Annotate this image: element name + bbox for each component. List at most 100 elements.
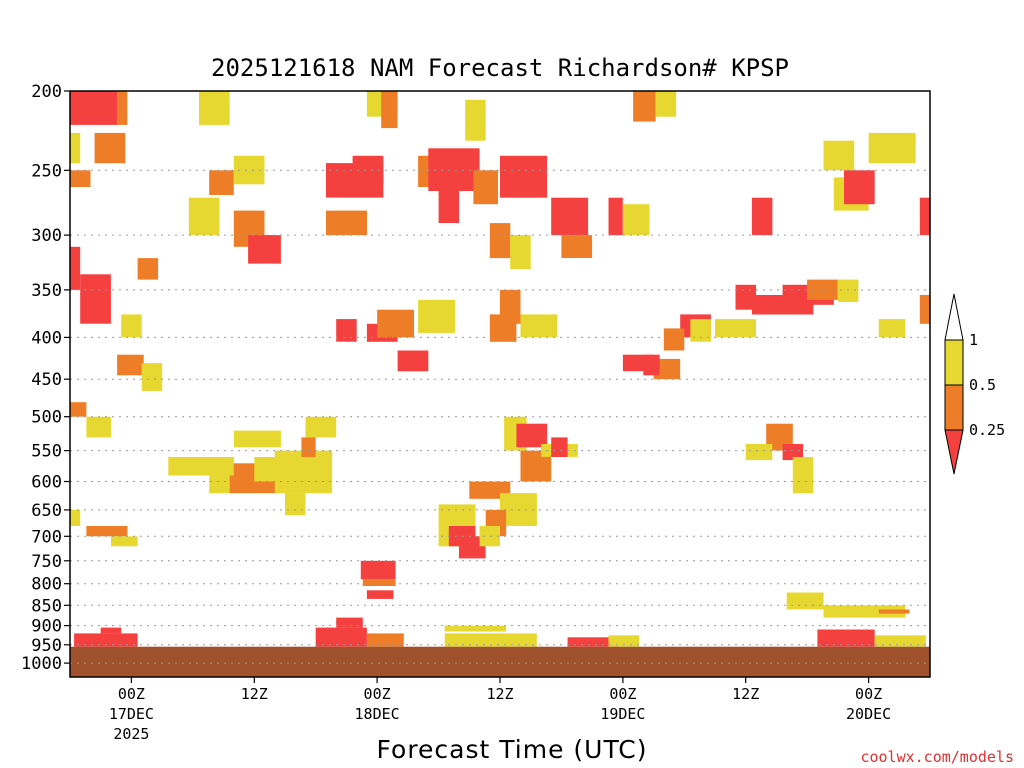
x-tick-date-48: 18DEC bbox=[355, 705, 400, 723]
ri-cell-low bbox=[438, 191, 460, 223]
ri-cell-low bbox=[74, 633, 138, 647]
ri-cell-high bbox=[70, 509, 81, 526]
ri-cell-mid bbox=[301, 437, 316, 457]
x-tick-label-72: 00Z bbox=[609, 685, 636, 703]
ri-cell-low bbox=[315, 627, 367, 647]
ri-cell-high bbox=[305, 416, 337, 438]
ri-cell-low bbox=[459, 536, 486, 559]
y-axis-ticks: 200 250 300 350 400 450 500 550 600 650 700 750 8008… bbox=[21, 82, 70, 674]
ri-cell-high bbox=[837, 279, 859, 302]
y-tick-label-950: 950 bbox=[31, 636, 62, 656]
ri-cell-mid bbox=[381, 91, 398, 129]
ri-cell-mid bbox=[377, 309, 414, 338]
ri-cell-low bbox=[782, 444, 804, 461]
ri-cell-low bbox=[70, 91, 118, 125]
ri-cell-mid bbox=[663, 328, 685, 351]
ri-cell-low bbox=[919, 197, 930, 236]
x-tick-date-24: 17DEC bbox=[109, 705, 154, 723]
x-tick-label-48: 00Z bbox=[364, 685, 391, 703]
ri-cell-high bbox=[520, 314, 558, 338]
ri-cell-mid bbox=[362, 579, 396, 586]
ri-cell-low bbox=[248, 235, 281, 264]
ri-cell-high bbox=[274, 450, 333, 494]
y-tick-label-850: 850 bbox=[31, 596, 62, 616]
ri-cell-high bbox=[168, 457, 234, 476]
y-tick-label-600: 600 bbox=[31, 473, 62, 493]
y-tick-label-700: 700 bbox=[31, 527, 62, 547]
ri-cell-high bbox=[285, 493, 306, 516]
ri-cell-mid bbox=[117, 354, 144, 376]
y-tick-label-350: 350 bbox=[31, 281, 62, 301]
ri-cell-low bbox=[366, 590, 394, 599]
ri-cell-high bbox=[655, 91, 677, 117]
ri-cell-high bbox=[874, 635, 926, 647]
ri-cell-high bbox=[70, 132, 81, 164]
ri-cell-high bbox=[715, 319, 756, 338]
x-tick-date-96: 20DEC bbox=[846, 705, 891, 723]
y-tick-label-450: 450 bbox=[31, 370, 62, 390]
x-tick-label-24: 00Z bbox=[118, 685, 145, 703]
ri-cell-mid bbox=[489, 223, 511, 259]
ri-cell-high bbox=[786, 592, 824, 610]
legend-cap-bottom bbox=[944, 429, 964, 475]
ri-cell-mid bbox=[326, 210, 367, 236]
ri-cell-mid bbox=[807, 279, 838, 300]
credit-text[interactable]: coolwx.com/models bbox=[860, 748, 1014, 766]
ri-cell-low bbox=[643, 354, 660, 376]
x-axis-ticks: 00Z 17DEC 2025 12Z 00Z 18DEC 12Z 00Z 19DEC 12Z 00Z… bbox=[109, 677, 891, 743]
legend-label-0: 1 bbox=[969, 331, 978, 349]
ri-cell-low bbox=[80, 274, 111, 324]
ri-cell-high bbox=[510, 235, 531, 269]
x-tick-label-84: 12Z bbox=[732, 685, 759, 703]
x-tick-label-60: 12Z bbox=[486, 685, 513, 703]
ri-cell-mid bbox=[633, 91, 656, 122]
y-tick-label-500: 500 bbox=[31, 408, 62, 428]
x-tick-year-24: 2025 bbox=[113, 725, 149, 743]
ri-cell-high bbox=[444, 633, 537, 647]
ri-cell-high bbox=[141, 363, 163, 391]
y-tick-label-250: 250 bbox=[31, 161, 62, 181]
y-tick-label-650: 650 bbox=[31, 501, 62, 521]
ri-cell-high bbox=[868, 132, 916, 164]
ground-fill bbox=[70, 646, 930, 677]
ri-cell-low bbox=[751, 197, 773, 236]
y-tick-label-550: 550 bbox=[31, 442, 62, 462]
ri-cell-high bbox=[792, 457, 814, 494]
ri-cell-high bbox=[690, 319, 711, 342]
ground-surface bbox=[70, 646, 930, 677]
ri-cell-high bbox=[233, 430, 281, 448]
y-tick-label-300: 300 bbox=[31, 226, 62, 246]
chart-title: 2025121618 NAM Forecast Richardson# KPSP bbox=[211, 54, 789, 82]
x-tick-label-36: 12Z bbox=[241, 685, 268, 703]
ri-cell-high bbox=[608, 635, 640, 647]
ri-cell-mid bbox=[94, 132, 126, 164]
x-tick-date-72: 19DEC bbox=[600, 705, 645, 723]
ri-cell-mid bbox=[500, 289, 521, 324]
ri-cell-high bbox=[622, 204, 650, 236]
ri-cell-mid bbox=[473, 170, 498, 205]
ri-cell-high bbox=[121, 314, 142, 338]
ri-cell-mid bbox=[919, 295, 930, 324]
ri-cell-mid bbox=[70, 402, 87, 417]
ri-cell-high bbox=[188, 197, 220, 236]
ri-cell-low bbox=[70, 246, 81, 290]
legend-swatch-mid bbox=[944, 384, 964, 431]
ri-cell-high bbox=[86, 416, 111, 438]
y-tick-label-750: 750 bbox=[31, 552, 62, 572]
y-tick-label-400: 400 bbox=[31, 328, 62, 348]
ri-cell-low bbox=[360, 560, 396, 580]
ri-cell-low bbox=[516, 423, 548, 448]
ri-cell-low bbox=[100, 627, 122, 634]
legend-swatch-high bbox=[944, 339, 964, 386]
x-tick-label-96: 00Z bbox=[855, 685, 882, 703]
ri-cell-high bbox=[444, 625, 507, 632]
ri-cell-low bbox=[500, 155, 548, 198]
heatmap-cells bbox=[70, 91, 930, 647]
ri-cell-mid bbox=[561, 235, 593, 258]
y-tick-label-800: 800 bbox=[31, 575, 62, 595]
ri-cell-high bbox=[465, 99, 486, 141]
ri-cell-low bbox=[844, 170, 875, 205]
legend-label-2: 0.25 bbox=[969, 421, 1005, 439]
ri-cell-high bbox=[479, 526, 500, 547]
